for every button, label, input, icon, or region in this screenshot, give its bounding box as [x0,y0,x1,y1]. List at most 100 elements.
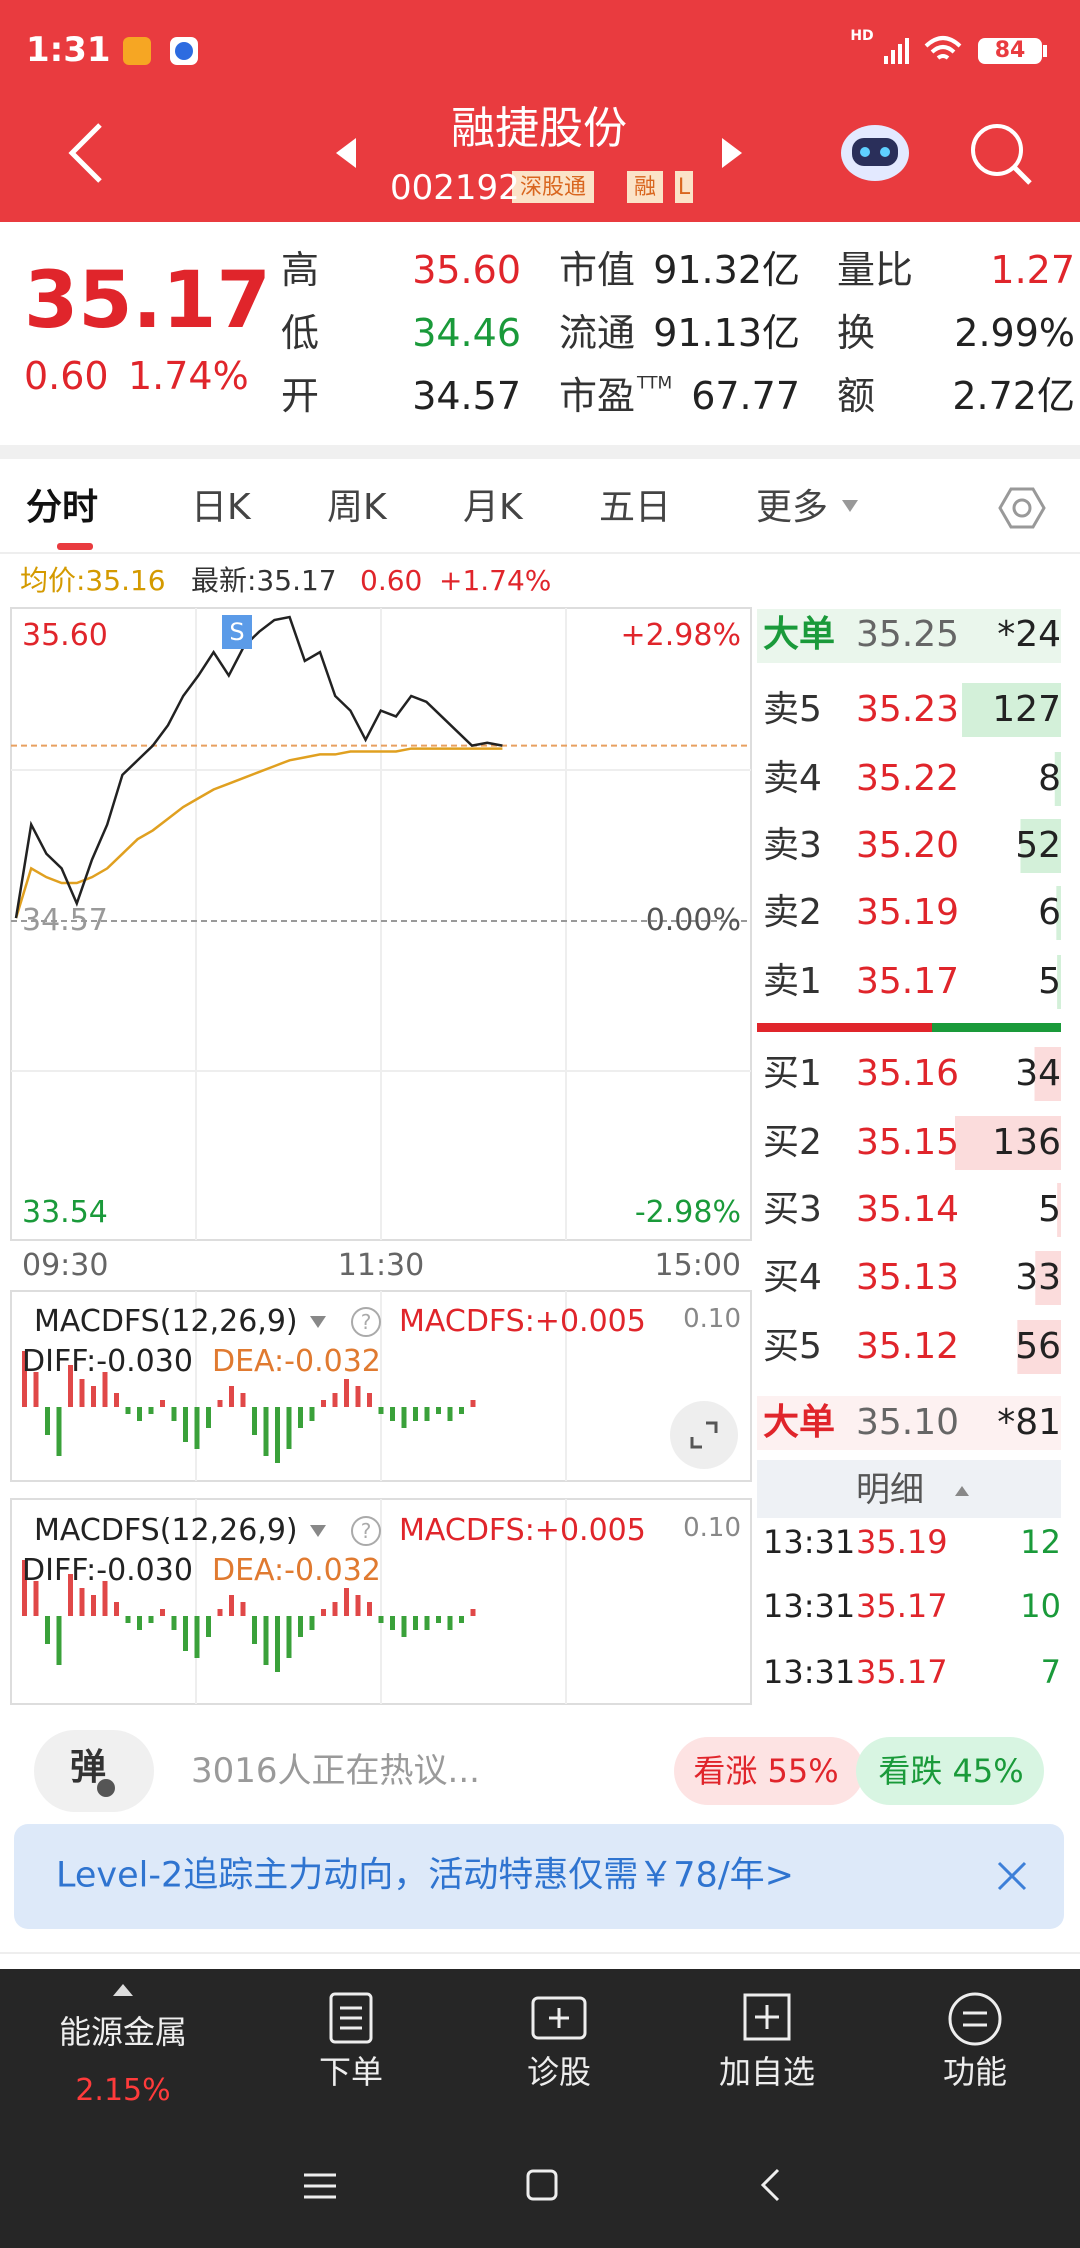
macd-bar [401,1407,407,1428]
macd-help[interactable]: ? [360,1310,372,1334]
macd-bar [298,1407,303,1428]
level-price: 35.12 [856,1326,960,1367]
volume-bar [955,1116,1061,1170]
macd-bar [424,1616,430,1630]
macd-bar [56,1616,62,1665]
level-volume: 6 [1038,892,1061,933]
price-change-pct: 1.74% [128,354,249,398]
vote-down[interactable]: 看跌 45% [878,1752,1024,1790]
tab[interactable]: 周K [327,487,387,528]
time-label: 09:30 [22,1248,109,1283]
detail-bg[interactable] [757,1460,1061,1518]
axis-high: 35.60 [22,618,108,653]
robot-icon[interactable] [841,125,909,181]
level-volume: 34 [1015,1053,1061,1094]
macd-bar [413,1616,418,1630]
volume-bar [1034,1047,1061,1101]
dropdown-arrow[interactable] [310,1525,326,1537]
latest-change-pct: +1.74% [439,564,552,597]
dropdown-arrow[interactable] [310,1316,326,1328]
level-price: 35.16 [856,1053,960,1094]
macd-bar [45,1407,50,1435]
big-buy-bg [757,1396,1061,1450]
macd-bar [91,1595,96,1616]
search-icon[interactable] [971,124,1032,185]
battery-level: 84 [994,38,1026,63]
vote-up[interactable]: 看涨 55% [693,1752,839,1790]
tab[interactable]: 月K [463,487,523,528]
stock-code: 002192 [390,168,520,208]
back-button[interactable] [68,123,102,183]
nav-label[interactable]: 下单 [318,2053,384,2091]
next-stock[interactable] [722,138,742,168]
help-circle[interactable] [351,1516,381,1546]
stat-value: 67.77 [691,374,800,418]
trade-volume: 7 [1040,1653,1061,1691]
macd-bar [125,1407,131,1414]
detail-arrow [955,1486,969,1496]
macd-bar [332,1393,338,1407]
tab[interactable]: 五日 [599,487,672,528]
macd-bar [56,1407,62,1456]
nav-sub: 2.15% [75,2073,171,2108]
macd-diff: DIFF:-0.030 [22,1553,193,1588]
level-label: 卖5 [763,689,822,730]
stat-label: 市值 [559,248,636,292]
tab[interactable]: 分时 [26,487,99,528]
macd-bar [344,1379,349,1407]
macd-bar [137,1616,142,1630]
up-pill[interactable] [674,1737,864,1805]
help-circle[interactable] [351,1307,381,1337]
notify-icon-dot [175,42,193,60]
banner-text[interactable]: Level-2追踪主力动向，活动特惠仅需￥78/年> [56,1855,794,1896]
stat-label: 高 [281,248,320,292]
volume-bar [1056,886,1061,940]
expand-button[interactable] [670,1401,738,1469]
stock-tag: 融 [633,175,657,200]
nav-icons [304,1992,1002,2202]
macd-bar [68,1574,73,1616]
macd-bar [252,1616,257,1644]
danmaku-label[interactable]: 弹 [69,1747,107,1788]
macd-dea: DEA:-0.032 [212,1553,381,1588]
macd-bar [229,1595,234,1616]
axis-low-pct: -2.98% [634,1195,741,1230]
macd-bar [470,1400,476,1407]
macd-bar [45,1616,50,1644]
macd-bar [355,1386,361,1407]
big-sell-bg [757,609,1061,663]
stat-value: 91.32亿 [653,248,800,292]
detail-title[interactable]: 明细 [856,1470,924,1510]
nav-label[interactable]: 加自选 [718,2053,816,2091]
time-label: 11:30 [337,1248,425,1283]
discussion-text[interactable]: 3016人正在热议... [191,1751,480,1791]
macd-bar [171,1407,177,1421]
prev-stock[interactable] [336,138,356,168]
nav-label[interactable]: 诊股 [526,2053,592,2091]
banner-close[interactable] [997,1861,1027,1891]
level-volume: 5 [1038,961,1061,1002]
macd-scale: 0.10 [683,1304,741,1334]
macd-bar [263,1407,269,1456]
big-order-volume: *24 [997,614,1061,655]
volume-bar [1057,1183,1061,1237]
tab[interactable]: 更多 [756,487,829,528]
danmaku-button[interactable] [34,1730,154,1812]
tab[interactable]: 日K [191,487,251,528]
stock-name: 融捷股份 [451,103,627,154]
avg-price: 均价:35.16 [20,564,166,597]
nav-label[interactable]: 功能 [942,2053,1008,2091]
settings-icon[interactable] [998,487,1046,529]
big-order-price: 35.25 [856,614,960,655]
macd-value: MACDFS:+0.005 [399,1304,646,1339]
macd-bar [367,1602,372,1616]
nav-label[interactable]: 能源金属 [58,2013,188,2051]
level-volume: 136 [992,1122,1061,1163]
down-pill[interactable] [856,1737,1044,1805]
macd-bar [217,1400,223,1407]
banner-bg[interactable] [14,1824,1064,1929]
price-change: 0.60 [24,354,109,398]
macd-bar [102,1581,108,1616]
macd-help[interactable]: ? [360,1519,372,1543]
